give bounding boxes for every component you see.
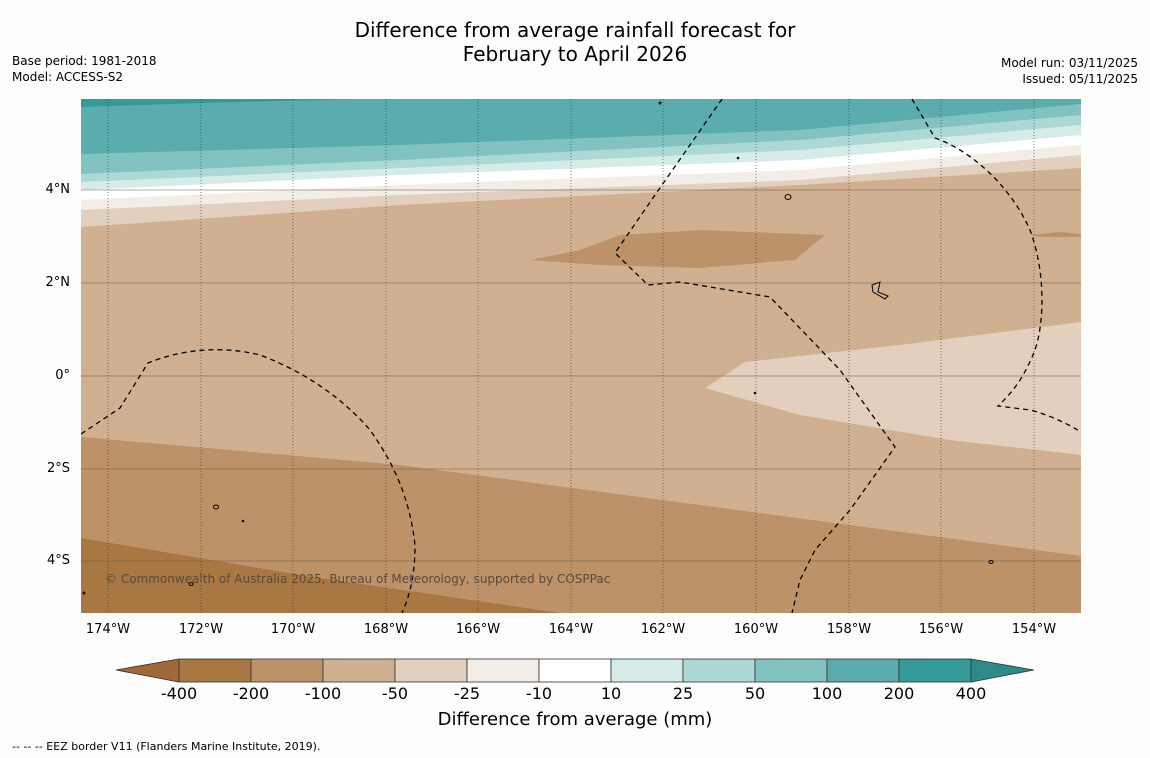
colorbar-bin-6 (538, 658, 612, 683)
eez-west (81, 349, 416, 613)
colorbar-bin-1 (178, 658, 252, 683)
lon-label-172w: 172°W (178, 622, 224, 637)
colorbar-tick: -10 (525, 684, 553, 703)
map-title: Difference from average rainfall forecas… (0, 18, 1150, 66)
colorbar-tick: -400 (160, 684, 198, 703)
title-line-1: Difference from average rainfall forecas… (354, 18, 796, 42)
lat-label-2s: 2°S (46, 461, 70, 476)
island-8 (753, 391, 757, 395)
lon-label-160w: 160°W (733, 622, 779, 637)
colorbar-bin-4 (394, 658, 468, 683)
eez-central (614, 99, 896, 613)
field-patch (530, 230, 825, 268)
colorbar-tick: 200 (883, 684, 915, 703)
field-patch-east (1030, 232, 1081, 237)
lon-label-174w: 174°W (85, 622, 131, 637)
lon-label-166w: 166°W (455, 622, 501, 637)
colorbar-label: Difference from average (mm) (437, 709, 713, 730)
lon-label-164w: 164°W (548, 622, 594, 637)
island-6 (658, 101, 662, 105)
eez-footer-note: -- -- -- EEZ border V11 (Flanders Marine… (12, 740, 321, 753)
issued-date: Issued: 05/11/2025 (1022, 72, 1138, 86)
colorbar-min-arrow (115, 658, 180, 683)
lon-label-168w: 168°W (363, 622, 409, 637)
meta-left: Base period: 1981-2018 Model: ACCESS-S2 (12, 53, 157, 85)
colorbar-tick: 10 (600, 684, 622, 703)
lon-label-170w: 170°W (270, 622, 316, 637)
model-name: Model: ACCESS-S2 (12, 70, 124, 84)
lat-label-4n: 4°N (45, 182, 71, 197)
colorbar-tick: 50 (744, 684, 766, 703)
lat-label-0: 0° (55, 368, 70, 383)
title-line-2: February to April 2026 (462, 42, 688, 66)
colorbar-bin-10 (826, 658, 900, 683)
colorbar-tick: -200 (232, 684, 270, 703)
colorbar-bin-3 (322, 658, 396, 683)
colorbar-bin-9 (754, 658, 828, 683)
island-1 (784, 194, 792, 200)
colorbar-tick: -50 (381, 684, 409, 703)
lon-label-156w: 156°W (918, 622, 964, 637)
band-plus100 (81, 99, 1081, 154)
map-field (81, 99, 1081, 613)
island-3 (213, 504, 219, 510)
parallels (81, 189, 1081, 562)
model-run: Model run: 03/11/2025 (1000, 56, 1138, 70)
colorbar-bin-2 (250, 658, 324, 683)
lon-label-158w: 158°W (826, 622, 872, 637)
colorbar-tick: 100 (811, 684, 843, 703)
island-9 (988, 560, 994, 564)
colorbar-bin-8 (682, 658, 756, 683)
colorbar-bin-5 (466, 658, 540, 683)
island-5 (188, 582, 194, 586)
copyright-notice: © Commonwealth of Australia 2025, Bureau… (105, 572, 611, 586)
colorbar-tick: -100 (304, 684, 342, 703)
colorbar-bin-7 (610, 658, 684, 683)
island-4 (241, 519, 245, 523)
field-east-wedge (705, 322, 1081, 455)
island-7 (736, 156, 740, 160)
colorbar-tick: 25 (672, 684, 694, 703)
colorbar-tick: -25 (453, 684, 481, 703)
base-period: Base period: 1981-2018 (12, 54, 157, 68)
eez-east (911, 99, 1081, 433)
colorbar-bin-11 (898, 658, 972, 683)
field-lower-band (81, 437, 1081, 613)
lon-label-154w: 154°W (1011, 622, 1057, 637)
meta-right: Model run: 03/11/2025 Issued: 05/11/2025 (1001, 55, 1138, 87)
island-2 (871, 281, 889, 300)
lat-label-4s: 4°S (46, 553, 70, 568)
colorbar-tick: 400 (955, 684, 987, 703)
colorbar (115, 658, 1035, 683)
eez-borders (81, 99, 1081, 613)
islands (82, 101, 994, 595)
island-10 (82, 591, 86, 595)
lon-label-162w: 162°W (640, 622, 686, 637)
lat-label-2n: 2°N (45, 275, 71, 290)
band-plus200 (81, 99, 360, 107)
colorbar-max-arrow (970, 658, 1035, 683)
